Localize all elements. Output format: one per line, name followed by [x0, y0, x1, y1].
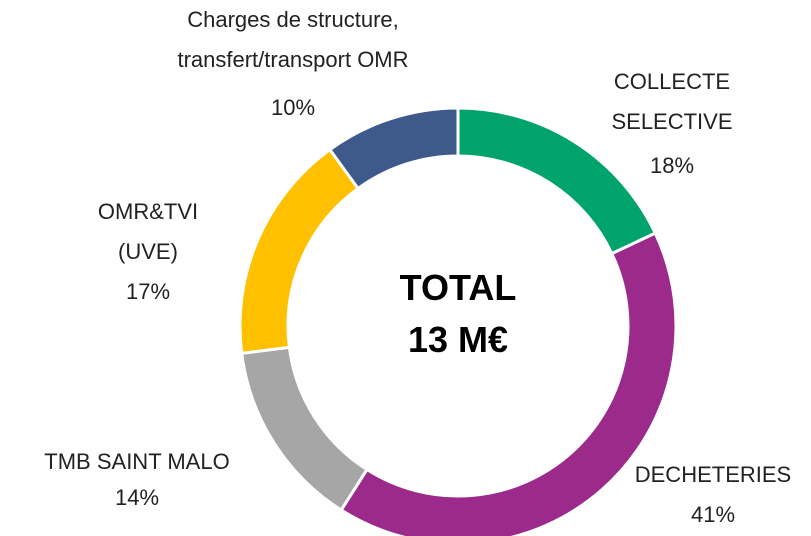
slice-label: OMR&TVI (UVE) [97, 199, 199, 264]
slice [240, 345, 369, 513]
slice [339, 231, 678, 536]
center-text: TOTAL 13 M€ [399, 267, 517, 360]
slice-label: DECHETERIES [634, 462, 792, 487]
value-label: 17% [125, 279, 171, 304]
slice [238, 147, 361, 355]
slice [327, 106, 460, 191]
value-label: 10% [270, 95, 316, 120]
slice-label: TMB SAINT MALO [44, 449, 230, 474]
slice-label: Charges de structure, transfert/transpor… [177, 7, 409, 72]
value-label: 41% [690, 502, 736, 527]
slice-label: COLLECTE SELECTIVE [611, 69, 733, 134]
value-label: 14% [114, 485, 160, 510]
value-label: 18% [649, 153, 695, 178]
